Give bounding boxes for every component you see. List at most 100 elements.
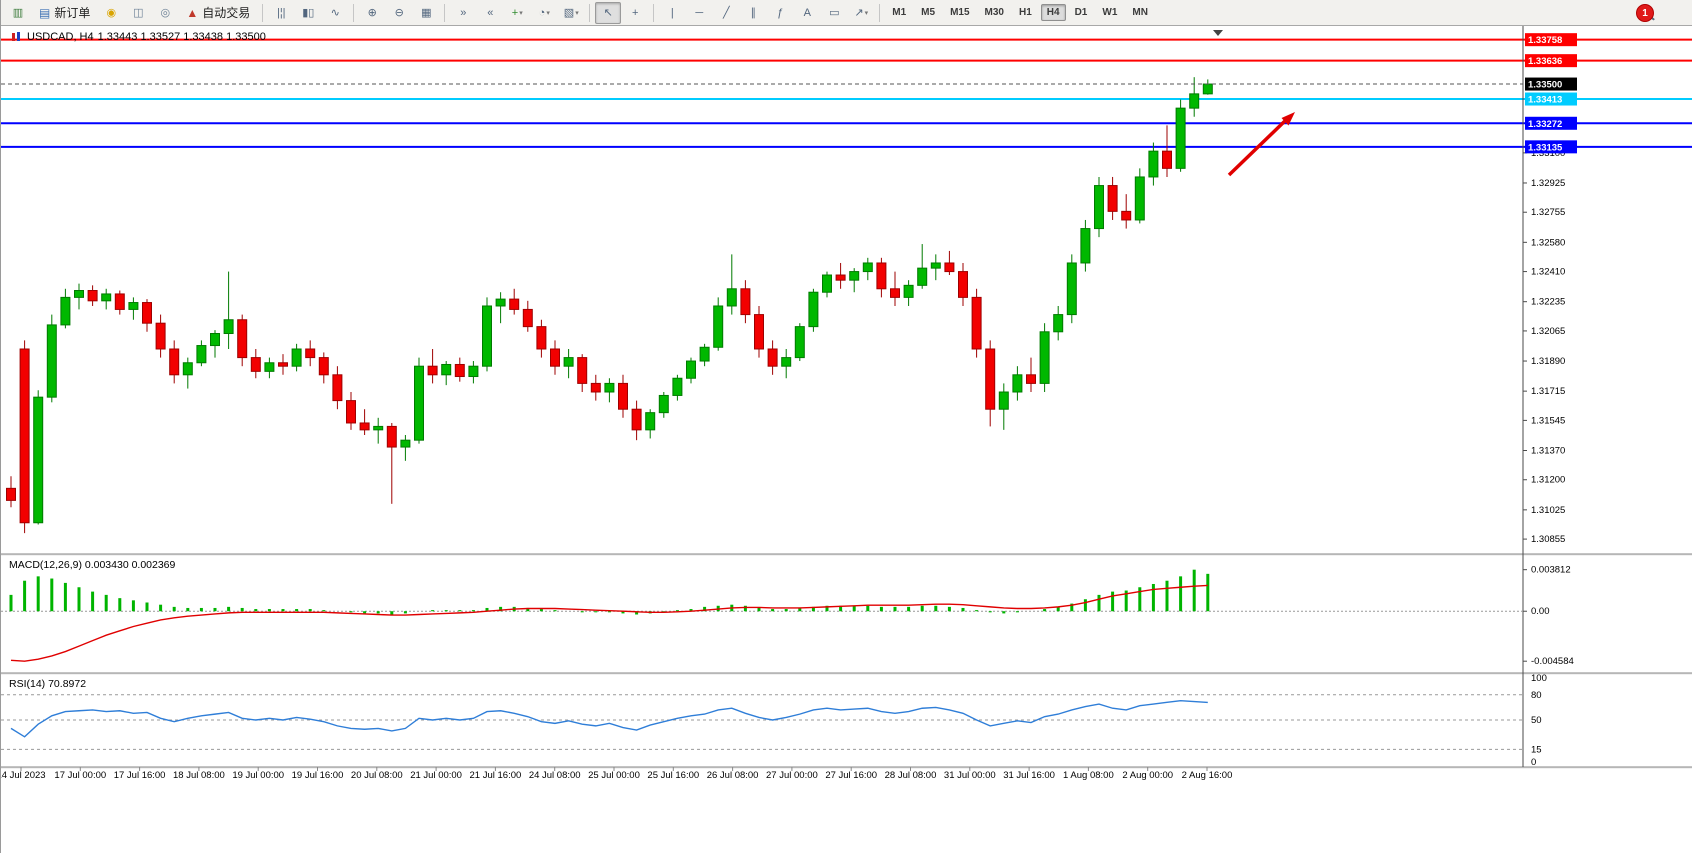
candle-body xyxy=(305,348,316,359)
timeframe-m1-button[interactable]: M1 xyxy=(892,7,907,18)
price-line-tag-text: 1.33413 xyxy=(1528,95,1562,106)
timeframe-w1-button[interactable]: W1 xyxy=(1102,7,1118,18)
templates-icon[interactable]: ▧ ▾ xyxy=(558,2,584,24)
price-tick-label: 1.33100 xyxy=(1531,148,1565,159)
time-tick-label: 31 Jul 16:00 xyxy=(1003,770,1055,781)
zoom-out-icon[interactable]: ⊖ xyxy=(386,2,412,24)
candle-body xyxy=(373,425,384,431)
candle-body xyxy=(658,394,669,414)
candlestick-chart-icon-glyph: ▮▯ xyxy=(302,7,315,19)
price-line-tag-text: 1.33272 xyxy=(1528,119,1562,130)
candle-body xyxy=(264,362,275,372)
new-order-button[interactable]: ▤ 新订单 xyxy=(32,2,97,24)
toolbar-separator xyxy=(653,3,655,22)
chart-shift-marker-icon[interactable] xyxy=(1213,30,1223,36)
candle-body xyxy=(1080,228,1091,264)
notification-badge[interactable]: 1 xyxy=(1636,4,1654,22)
candle-body xyxy=(1012,374,1023,393)
text-icon[interactable]: A xyxy=(794,2,820,24)
candle-body xyxy=(1175,107,1186,169)
indicators-icon-glyph: + xyxy=(511,6,519,19)
dropdown-arrow-icon[interactable]: ▾ xyxy=(519,9,523,17)
time-tick-label: 2 Aug 16:00 xyxy=(1182,770,1233,781)
candlestick-series xyxy=(6,77,1213,534)
timeframe-h4-button[interactable]: H4 xyxy=(1040,4,1066,21)
candle-body xyxy=(862,262,873,273)
bar-chart-icon[interactable]: |¦| xyxy=(268,2,294,24)
time-tick-label: 21 Jul 00:00 xyxy=(410,770,462,781)
timeframe-m30-button[interactable]: M30 xyxy=(984,7,1004,18)
cursor-icon[interactable]: ↖ xyxy=(595,1,622,24)
timeframe-mn-button[interactable]: MN xyxy=(1132,7,1148,18)
auto-scroll-icon[interactable]: » xyxy=(450,2,476,24)
price-line-tag-box xyxy=(1525,33,1577,47)
chart-ohlc-title: USDCAD, H4 1.33443 1.33527 1.33438 1.335… xyxy=(11,31,266,43)
price-tick-label: 1.31200 xyxy=(1531,475,1565,486)
time-tick-label: 19 Jul 16:00 xyxy=(292,770,344,781)
line-chart-icon[interactable]: ∿ xyxy=(322,2,348,24)
main-toolbar: ▥ ▤ 新订单 ◉ ◫ ◎ ▲ 自动交易 |¦| ▮▯ ∿ ⊕ ⊖ ▦» «+ ▾ ◔ ▾ ▧ ▾ ↖ + | ─ ╱ ∥ ƒ A ▭ ↗… xyxy=(1,0,1692,26)
horizontal-line-icon[interactable]: ─ xyxy=(686,2,712,24)
tile-windows-icon[interactable]: ▦ xyxy=(413,2,439,24)
dropdown-arrow-icon[interactable]: ▾ xyxy=(864,9,869,17)
candle-body xyxy=(386,425,397,448)
metaeditor-icon[interactable]: ◉ xyxy=(98,2,124,24)
timeframe-m15-button[interactable]: M15 xyxy=(950,7,970,18)
time-tick-label: 25 Jul 00:00 xyxy=(588,770,640,781)
candle-body xyxy=(808,291,819,328)
auto-trading-button-label: 自动交易 xyxy=(202,6,251,20)
time-tick-label: 17 Jul 00:00 xyxy=(54,770,106,781)
indicators-icon[interactable]: + ▾ xyxy=(504,2,530,24)
channel-icon[interactable]: ∥ xyxy=(740,2,766,24)
new-order-button-label: 新订单 xyxy=(54,6,91,20)
dropdown-arrow-icon[interactable]: ▾ xyxy=(546,9,550,17)
price-line-tag-box xyxy=(1525,92,1577,106)
candle-body xyxy=(509,298,520,310)
candle-body xyxy=(781,357,792,367)
market-watch-icon[interactable]: ◎ xyxy=(152,2,178,24)
trend-arrow-annotation[interactable] xyxy=(1227,112,1295,177)
new-order-icon: ▤ xyxy=(39,5,51,20)
zoom-in-icon[interactable]: ⊕ xyxy=(359,2,385,24)
candlestick-chart-icon[interactable]: ▮▯ xyxy=(295,2,321,24)
trendline-icon[interactable]: ╱ xyxy=(713,2,739,24)
label-icon[interactable]: ▭ xyxy=(821,2,847,24)
arrows-icon[interactable]: ↗ ▾ xyxy=(848,2,874,24)
fibonacci-icon[interactable]: ƒ xyxy=(767,2,793,24)
label-icon-glyph: ▭ xyxy=(829,7,840,19)
price-tick-label: 1.31890 xyxy=(1531,356,1565,367)
price-line-tag: 1.33135 xyxy=(1525,140,1577,154)
price-tick-label: 1.31025 xyxy=(1531,505,1565,516)
fibonacci-icon-glyph: ƒ xyxy=(777,6,784,19)
auto-trading-button[interactable]: ▲ 自动交易 xyxy=(179,2,257,24)
crosshair-icon[interactable]: + xyxy=(622,2,648,24)
timeframe-d1-button[interactable]: D1 xyxy=(1074,7,1088,18)
price-tick-label: 1.32925 xyxy=(1531,178,1565,189)
new-chart-icon[interactable]: ▥ xyxy=(5,2,31,24)
candle-body xyxy=(903,284,914,298)
candle-body xyxy=(250,357,261,372)
time-axis[interactable]: 14 Jul 2023 17 Jul 00:00 17 Jul 16:00 18 Ju… xyxy=(1,767,1232,781)
chart-shift-icon[interactable]: « xyxy=(477,2,503,24)
timeframe-h1-button[interactable]: H1 xyxy=(1018,7,1032,18)
candle-body xyxy=(19,348,30,524)
candle-body xyxy=(971,296,982,350)
time-tick-label: 21 Jul 16:00 xyxy=(470,770,522,781)
dropdown-arrow-icon[interactable]: ▾ xyxy=(575,9,579,17)
candle-body xyxy=(60,296,71,326)
chart-canvas[interactable]: 1.33100 1.32925 1.32755 1.32580 1.32410 1.322… xyxy=(1,26,1692,853)
rsi-axis-label: 0 xyxy=(1531,757,1536,768)
print-preview-icon-glyph: ◫ xyxy=(133,7,144,19)
chart-ohlc-values: 1.33443 1.33527 1.33438 1.33500 xyxy=(97,31,266,43)
candle-body xyxy=(686,360,696,379)
candle-body xyxy=(223,319,234,335)
metaeditor-icon-glyph: ◉ xyxy=(106,7,117,19)
vertical-line-icon[interactable]: | xyxy=(659,2,685,24)
timeframe-m5-button[interactable]: M5 xyxy=(921,7,936,18)
candle-body xyxy=(318,357,329,376)
price-line-tag-text: 1.33758 xyxy=(1528,35,1562,46)
rsi-axis-label: 15 xyxy=(1531,744,1542,755)
templates-icon-glyph: ▧ xyxy=(563,7,575,19)
print-preview-icon[interactable]: ◫ xyxy=(125,2,151,24)
periods-icon[interactable]: ◔ ▾ xyxy=(531,2,557,24)
